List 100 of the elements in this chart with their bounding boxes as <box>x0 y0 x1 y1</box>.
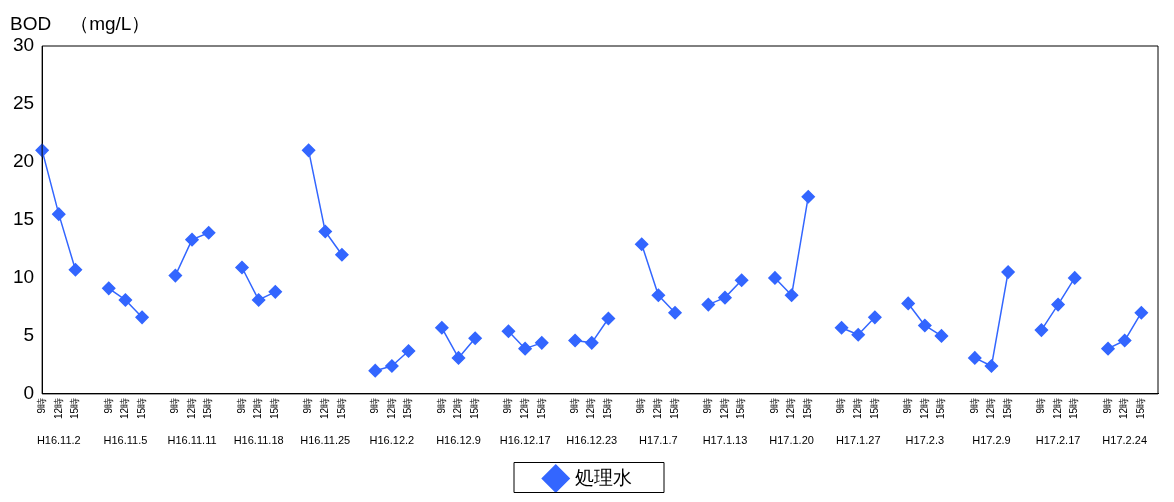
y-tick-label: 15 <box>12 208 35 230</box>
point <box>451 351 466 365</box>
point <box>601 311 616 326</box>
x-tick-label: 9時 <box>901 397 913 414</box>
point <box>918 318 932 333</box>
x-tick-label: 12時 <box>385 397 397 419</box>
x-tick-label: 9時 <box>435 397 447 414</box>
x-tick-label: 15時 <box>269 397 281 419</box>
x-tick-label: 9時 <box>302 397 314 414</box>
x-tick-label: 15時 <box>602 397 614 419</box>
x-tick-label: 12時 <box>518 397 530 419</box>
y-tick-label: 25 <box>12 92 35 114</box>
point <box>318 224 333 239</box>
point <box>718 290 732 305</box>
point <box>301 143 316 158</box>
point <box>135 310 149 325</box>
x-tick-label: 15時 <box>135 397 147 419</box>
point <box>1134 305 1149 320</box>
text: H17.2.24 <box>1102 433 1148 446</box>
text: H16.12.17 <box>499 433 551 446</box>
x-tick-label: 9時 <box>169 397 181 414</box>
point <box>501 324 516 339</box>
point <box>901 296 915 311</box>
x-tick-label: 12時 <box>252 397 264 419</box>
point <box>801 190 815 204</box>
point <box>668 305 682 320</box>
x-tick-label: 12時 <box>452 397 464 419</box>
point <box>102 281 116 296</box>
point <box>651 288 666 303</box>
x-tick-label: 9時 <box>968 397 980 414</box>
x-tick-label: 15時 <box>668 397 680 419</box>
x-tick-label: 15時 <box>868 397 880 419</box>
point <box>251 293 266 307</box>
x-tick-label: 9時 <box>1035 397 1047 414</box>
point <box>385 359 399 373</box>
x-tick-label: 12時 <box>119 397 131 419</box>
x-tick-label: 9時 <box>502 397 514 414</box>
point <box>934 329 949 343</box>
point <box>634 237 649 252</box>
point <box>401 344 416 358</box>
x-tick-label: 15時 <box>802 397 813 419</box>
x-tick-label: 9時 <box>568 397 580 414</box>
x-tick-label: 9時 <box>235 397 247 414</box>
point <box>1001 265 1015 279</box>
x-tick-label: 15時 <box>535 397 547 419</box>
point <box>335 247 349 262</box>
point <box>1067 271 1082 285</box>
point <box>701 297 716 312</box>
x-tick-label: 12時 <box>1118 397 1130 419</box>
x-tick-label: 9時 <box>635 397 647 414</box>
x-tick-label: 12時 <box>785 397 797 419</box>
text: H17.2.9 <box>972 433 1011 446</box>
point <box>968 351 982 365</box>
point <box>834 321 849 335</box>
text: H16.12.9 <box>436 433 481 446</box>
text: H16.11.25 <box>300 433 351 446</box>
text: H17.2.3 <box>905 433 945 446</box>
legend-label: 処理水 <box>574 466 632 488</box>
text: H17.1.7 <box>639 433 678 446</box>
point <box>185 232 199 247</box>
x-tick-label: 9時 <box>835 397 847 414</box>
x-tick-label: 12時 <box>1051 397 1063 419</box>
point <box>168 268 183 283</box>
x-tick-label: 9時 <box>768 397 780 414</box>
x-tick-label: 15時 <box>1068 397 1080 419</box>
x-tick-label: 15時 <box>935 397 947 419</box>
point <box>868 310 882 325</box>
x-tick-label: 12時 <box>985 397 997 419</box>
y-tick-label: 20 <box>12 150 35 172</box>
x-tick-label: 12時 <box>652 397 664 419</box>
text: H16.12.2 <box>369 433 415 446</box>
point <box>768 271 782 285</box>
x-tick-label: 12時 <box>718 397 730 419</box>
point <box>1101 341 1115 356</box>
x-tick-label: 15時 <box>335 397 347 419</box>
point <box>268 285 283 299</box>
x-tick-label: 9時 <box>368 397 380 414</box>
point <box>518 341 532 356</box>
y-tick-label: 10 <box>12 266 35 288</box>
y-tick-label: 30 <box>12 34 35 56</box>
point <box>368 363 382 378</box>
text: H17.1.20 <box>769 433 814 446</box>
x-tick-label: 12時 <box>52 397 64 419</box>
point <box>435 321 449 335</box>
x-tick-label: 15時 <box>735 397 747 419</box>
x-tick-label: 12時 <box>851 397 863 419</box>
x-tick-label: 12時 <box>918 397 930 419</box>
point <box>851 327 865 342</box>
text: H16.11.2 <box>36 433 81 446</box>
point <box>1051 297 1065 312</box>
y-tick-label: 0 <box>23 382 35 404</box>
x-tick-label: 12時 <box>319 397 331 419</box>
x-tick-label: 15時 <box>1001 397 1013 419</box>
point <box>468 331 482 345</box>
y-axis-title: BOD （mg/L） <box>10 12 151 34</box>
text: H16.11.11 <box>167 433 217 446</box>
point <box>235 260 249 275</box>
x-tick-label: 15時 <box>402 397 414 419</box>
point <box>1034 323 1049 337</box>
text: H16.11.18 <box>233 433 284 446</box>
